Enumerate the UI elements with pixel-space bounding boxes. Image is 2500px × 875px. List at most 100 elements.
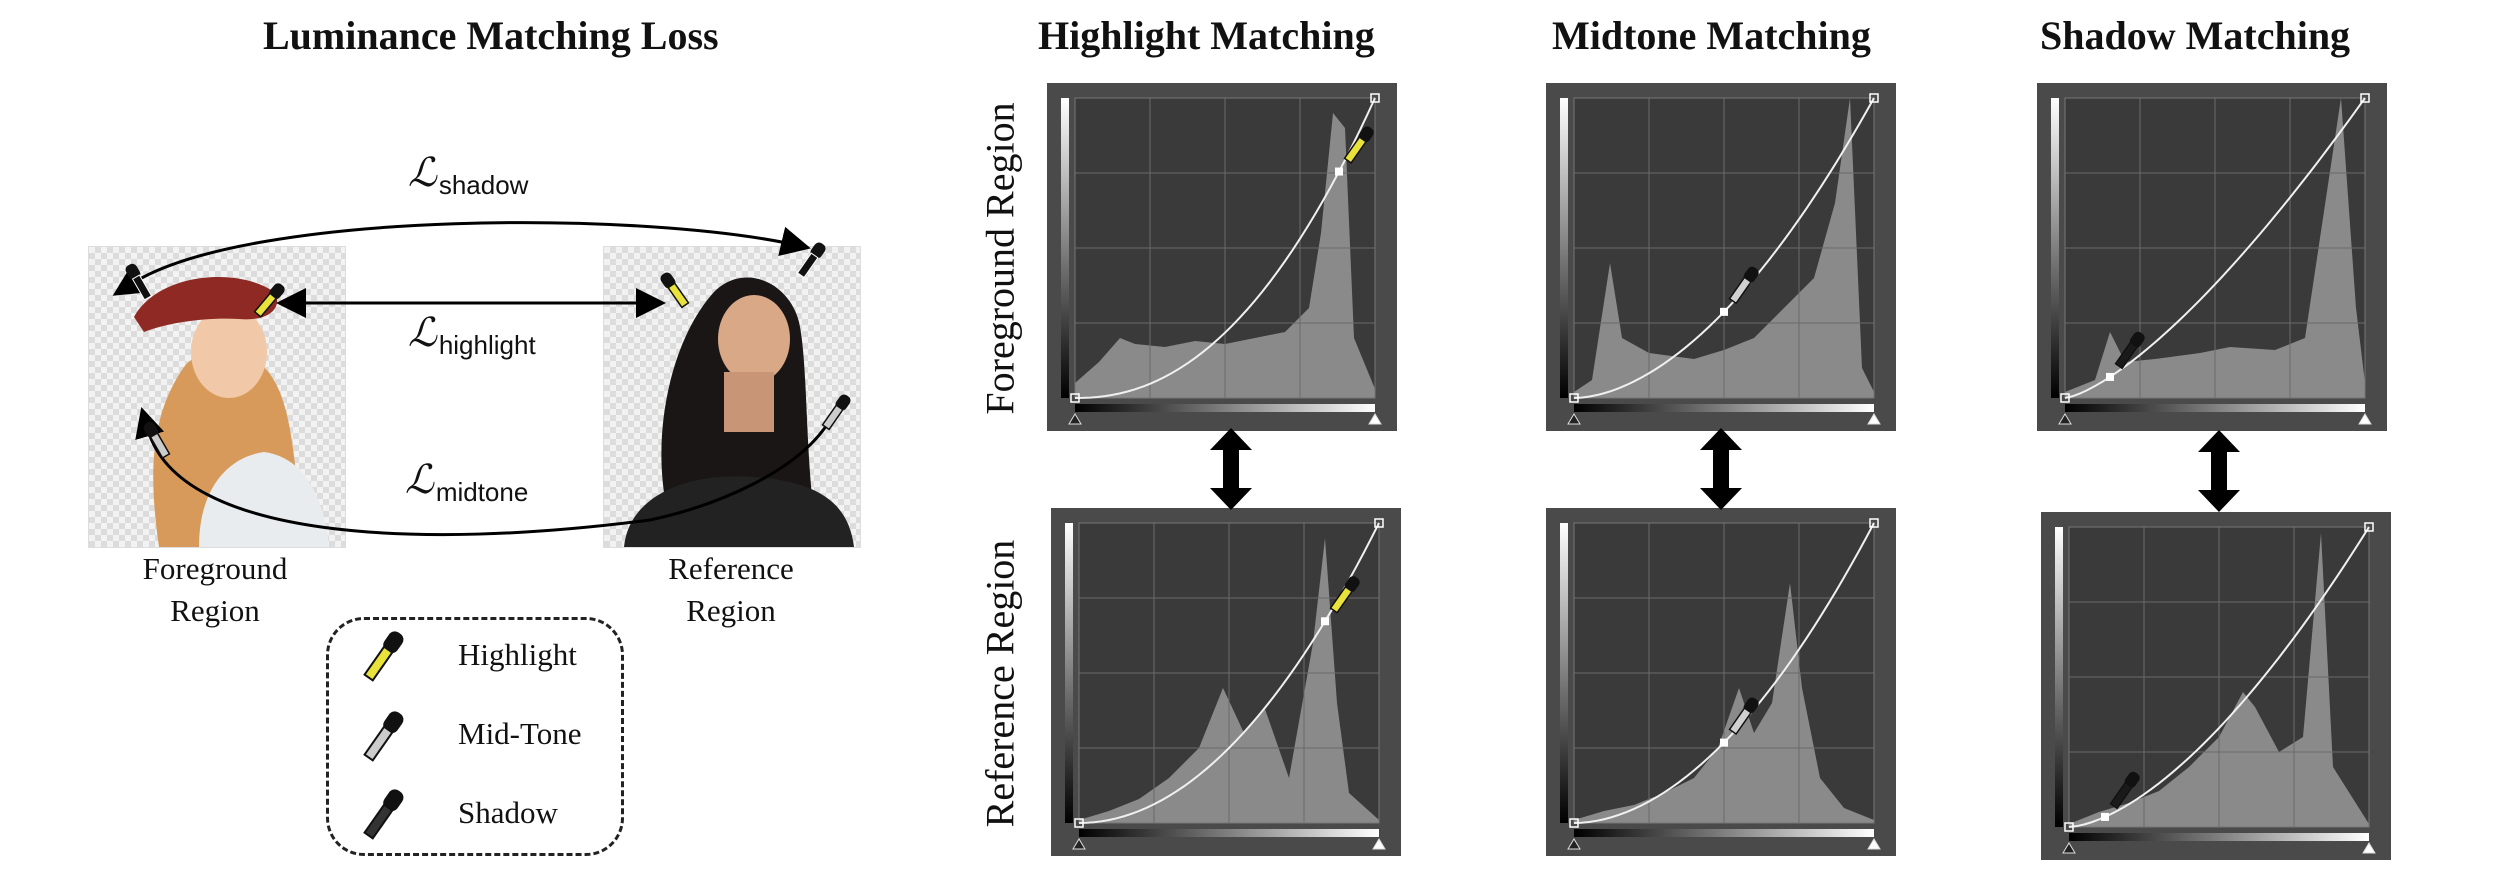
curve-endpoint bbox=[1070, 393, 1080, 403]
curve-panel-svg bbox=[1061, 93, 1382, 425]
black-point-slider bbox=[1072, 838, 1086, 850]
white-point-slider bbox=[1867, 838, 1881, 850]
double-arrow-highlight bbox=[1210, 428, 1252, 510]
double-arrow-shadow bbox=[2198, 430, 2240, 512]
reference-caption-line1: Reference bbox=[668, 551, 794, 586]
plot-border bbox=[2068, 526, 2370, 828]
output-gradient-strip bbox=[1560, 98, 1568, 398]
reference-person-illustration bbox=[624, 277, 854, 547]
input-gradient-strip bbox=[1574, 829, 1874, 837]
panel-reference-midtone bbox=[1546, 508, 1896, 856]
tone-curve bbox=[1074, 97, 1376, 399]
panel-foreground-highlight bbox=[1047, 83, 1397, 431]
foreground-caption-line2: Region bbox=[170, 593, 260, 628]
legend-shadow-icon bbox=[363, 789, 404, 840]
loss-shadow-label: ℒshadow bbox=[408, 150, 529, 200]
output-gradient-strip bbox=[1560, 523, 1568, 823]
curve-control-point bbox=[1720, 738, 1728, 747]
output-gradient-strip bbox=[1061, 98, 1069, 398]
curve-panel-svg bbox=[1560, 93, 1881, 425]
plot-border bbox=[1573, 97, 1875, 399]
input-gradient-strip bbox=[1079, 829, 1379, 837]
histogram bbox=[2065, 98, 2365, 398]
left-title: Luminance Matching Loss bbox=[263, 13, 719, 58]
curve-endpoint bbox=[2064, 822, 2074, 832]
black-point-slider bbox=[1567, 413, 1581, 425]
curve-endpoint bbox=[1869, 93, 1879, 103]
curve-panel-svg bbox=[2051, 93, 2372, 425]
curve-control-point bbox=[1720, 307, 1728, 316]
plot-border bbox=[1078, 522, 1380, 824]
foreground-caption-line1: Foreground bbox=[142, 551, 288, 586]
tone-curve bbox=[2068, 526, 2370, 828]
loss-highlight-label: ℒhighlight bbox=[408, 310, 536, 360]
plot-border bbox=[1573, 522, 1875, 824]
input-gradient-strip bbox=[1075, 404, 1375, 412]
black-point-slider bbox=[2058, 413, 2072, 425]
eyedropper-icon bbox=[1728, 266, 1759, 305]
loss-arrows bbox=[112, 221, 832, 537]
eyedropper-icon bbox=[1343, 126, 1374, 164]
legend-midtone-icon bbox=[363, 711, 404, 762]
input-gradient-strip bbox=[2065, 404, 2365, 412]
output-gradient-strip bbox=[2051, 98, 2059, 398]
plot-border bbox=[2064, 97, 2366, 399]
curve-control-point bbox=[1335, 167, 1343, 176]
input-gradient-strip bbox=[2069, 833, 2369, 841]
row-label-foreground: Foreground Region bbox=[977, 102, 1023, 415]
curve-endpoint bbox=[1569, 818, 1579, 828]
loss-midtone-label: ℒmidtone bbox=[405, 457, 529, 507]
panel-reference-highlight bbox=[1051, 508, 1401, 856]
shadow-arrow bbox=[112, 221, 811, 296]
midtone-arrow bbox=[135, 406, 832, 537]
curve-endpoint bbox=[2060, 393, 2070, 403]
curve-control-point bbox=[2101, 812, 2109, 821]
eyedropper-icon bbox=[1329, 576, 1360, 614]
curve-endpoint bbox=[1074, 818, 1084, 828]
curve-endpoint bbox=[1869, 518, 1879, 528]
reference-caption-line2: Region bbox=[686, 593, 776, 628]
legend-label-midtone: Mid-Tone bbox=[458, 716, 582, 751]
shadow-eyedropper-icon bbox=[796, 242, 826, 279]
output-gradient-strip bbox=[1065, 523, 1073, 823]
white-point-slider bbox=[1372, 838, 1386, 850]
black-point-slider bbox=[1567, 838, 1581, 850]
white-point-slider bbox=[1867, 413, 1881, 425]
curve-endpoint bbox=[1370, 93, 1380, 103]
legend bbox=[326, 617, 624, 856]
curve-endpoint bbox=[1569, 393, 1579, 403]
input-gradient-strip bbox=[1574, 404, 1874, 412]
curve-endpoint bbox=[2360, 93, 2370, 103]
reference-region-caption: Reference Region bbox=[626, 548, 836, 632]
curve-control-point bbox=[2106, 372, 2114, 381]
column-title-midtone: Midtone Matching bbox=[1552, 13, 1871, 58]
curve-panel-svg bbox=[1560, 518, 1881, 850]
curve-endpoint bbox=[2364, 522, 2374, 532]
tone-curve bbox=[2064, 97, 2366, 399]
legend-label-shadow: Shadow bbox=[458, 795, 558, 830]
panel-foreground-shadow bbox=[2037, 83, 2387, 431]
midtone-eyedropper-icon bbox=[821, 394, 851, 431]
panel-foreground-midtone bbox=[1546, 83, 1896, 431]
white-point-slider bbox=[2362, 842, 2376, 854]
highlight-eyedropper-icon bbox=[660, 272, 690, 309]
foreground-region-caption: Foreground Region bbox=[110, 548, 320, 632]
curve-endpoint bbox=[1374, 518, 1384, 528]
tone-curve bbox=[1078, 522, 1380, 824]
black-point-slider bbox=[1068, 413, 1082, 425]
output-gradient-strip bbox=[2055, 527, 2063, 827]
shadow-eyedropper-icon bbox=[125, 263, 153, 301]
curve-control-point bbox=[1321, 617, 1329, 626]
white-point-slider bbox=[2358, 413, 2372, 425]
highlight-eyedropper-icon bbox=[253, 283, 285, 318]
panel-reference-shadow bbox=[2041, 512, 2391, 860]
midtone-eyedropper-icon bbox=[143, 421, 171, 459]
double-arrow-midtone bbox=[1700, 428, 1742, 510]
curve-panel-svg bbox=[2055, 522, 2376, 854]
black-point-slider bbox=[2062, 842, 2076, 854]
column-title-highlight: Highlight Matching bbox=[1038, 13, 1375, 58]
legend-highlight-icon bbox=[363, 631, 404, 682]
eyedropper-icon bbox=[1728, 697, 1759, 736]
eyedropper-icon bbox=[2109, 771, 2140, 810]
white-point-slider bbox=[1368, 413, 1382, 425]
